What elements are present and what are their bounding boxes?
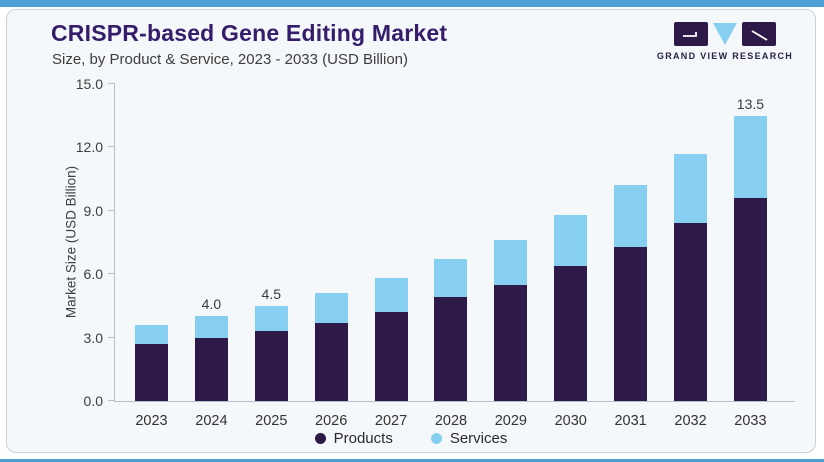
legend-label-services: Services: [449, 430, 508, 447]
x-tick-label: 2024: [195, 412, 228, 429]
x-tick-label: 2023: [135, 412, 168, 429]
y-tick-mark: [108, 209, 115, 211]
products-dot-icon: [314, 433, 326, 444]
chart-card: CRISPR-based Gene Editing Market Size, b…: [6, 9, 816, 453]
bar-segment-services: [434, 259, 468, 298]
bar-segment-services: [254, 305, 288, 332]
bar-segment-products: [314, 322, 348, 401]
bar-segment-products: [733, 198, 767, 401]
bar-group-2029: 2029: [494, 84, 528, 428]
y-tick-label: 12.0: [75, 139, 103, 156]
bar-segment-products: [434, 297, 468, 401]
bar-segment-products: [674, 223, 708, 401]
top-border: [0, 0, 824, 7]
bar-value-label: 4.0: [201, 296, 222, 313]
bottom-border: [0, 459, 824, 462]
bar-segment-services: [554, 215, 588, 266]
y-tick-mark: [108, 336, 115, 338]
bar-segment-services: [314, 293, 348, 323]
x-tick-label: 2032: [674, 412, 707, 429]
y-tick-label: 15.0: [75, 76, 103, 92]
bar-group-2030: 2030: [554, 84, 588, 428]
x-tick-label: 2033: [734, 412, 767, 429]
page-title: CRISPR-based Gene Editing Market: [51, 20, 448, 46]
y-tick-mark: [108, 83, 115, 84]
bar-segment-services: [374, 278, 408, 313]
bar-group-2032: 2032: [674, 84, 708, 428]
x-tick-label: 2031: [614, 412, 647, 429]
bar-segment-products: [494, 284, 528, 401]
bar-value-label: 4.5: [261, 285, 282, 302]
y-tick-mark: [108, 400, 115, 401]
bar-group-2028: 2028: [434, 84, 468, 428]
bars-container: 2023 4.0 2024 4.5 2025 2026 2027 2028 2029 2030 20…: [115, 84, 795, 428]
y-axis-title: Market Size (USD Billion): [63, 165, 79, 319]
logo-v-triangle-icon: [713, 23, 737, 45]
bar-segment-services: [494, 240, 528, 285]
bar-segment-services: [674, 153, 708, 224]
bar-group-2031: 2031: [614, 84, 648, 428]
y-tick-mark: [108, 146, 115, 148]
bar-group-2027: 2027: [374, 84, 408, 428]
services-dot-icon: [430, 433, 442, 444]
plot-area: 2023 4.0 2024 4.5 2025 2026 2027 2028 2029 2030 20…: [76, 77, 795, 428]
bar-value-label: 13.5: [736, 95, 765, 112]
y-tick-mark: [108, 273, 115, 275]
x-tick-label: 2029: [494, 412, 527, 429]
x-tick-label: 2030: [554, 412, 587, 429]
bar-group-2026: 2026: [314, 84, 348, 428]
bar-segment-products: [554, 265, 588, 401]
bar-segment-products: [135, 343, 168, 401]
logo-r-block-icon: [742, 22, 776, 46]
bar-group-2025: 4.5 2025: [254, 84, 288, 428]
bar-segment-products: [614, 246, 648, 401]
x-tick-label: 2025: [255, 412, 288, 429]
y-tick-label: 9.0: [83, 202, 103, 219]
y-tick-label: 3.0: [83, 329, 103, 346]
page-subtitle: Size, by Product & Service, 2023 - 2033 …: [52, 51, 408, 68]
legend-item-products: Products: [314, 430, 393, 447]
bar-segment-services: [614, 185, 648, 247]
bar-segment-products: [374, 312, 408, 401]
legend-label-products: Products: [333, 430, 393, 447]
logo-text: GRAND VIEW RESEARCH: [656, 51, 794, 61]
bar-group-2024: 4.0 2024: [194, 84, 228, 428]
x-tick-label: 2027: [374, 412, 408, 429]
bar-group-2023: 2023: [135, 84, 168, 428]
bar-segment-products: [194, 337, 228, 401]
bar-segment-services: [194, 316, 228, 338]
logo-blocks: [655, 22, 795, 47]
x-tick-label: 2026: [315, 412, 348, 429]
bar-segment-services: [733, 115, 767, 199]
grand-view-research-logo: GRAND VIEW RESEARCH: [655, 22, 795, 61]
legend: Products Services: [7, 430, 815, 447]
bar-group-2033: 13.5 2033: [733, 84, 767, 428]
y-tick-label: 6.0: [83, 266, 103, 283]
logo-g-block-icon: [674, 22, 708, 46]
y-tick-label: 0.0: [83, 393, 103, 409]
legend-item-services: Services: [430, 430, 508, 447]
bar-segment-products: [254, 331, 288, 401]
x-tick-label: 2028: [434, 412, 468, 429]
bar-segment-services: [135, 324, 168, 344]
